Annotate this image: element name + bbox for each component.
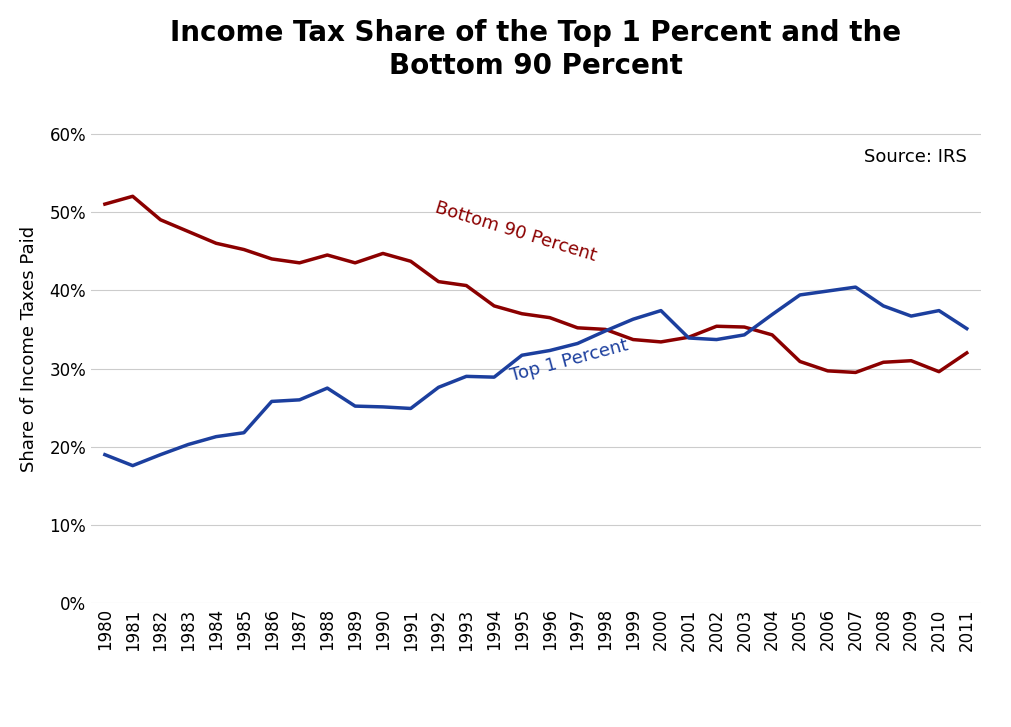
Text: Bottom 90 Percent: Bottom 90 Percent [433,199,599,265]
Text: Top 1 Percent: Top 1 Percent [509,337,630,385]
Title: Income Tax Share of the Top 1 Percent and the
Bottom 90 Percent: Income Tax Share of the Top 1 Percent an… [170,20,902,80]
Y-axis label: Share of Income Taxes Paid: Share of Income Taxes Paid [20,226,38,472]
Text: Source: IRS: Source: IRS [864,148,968,166]
